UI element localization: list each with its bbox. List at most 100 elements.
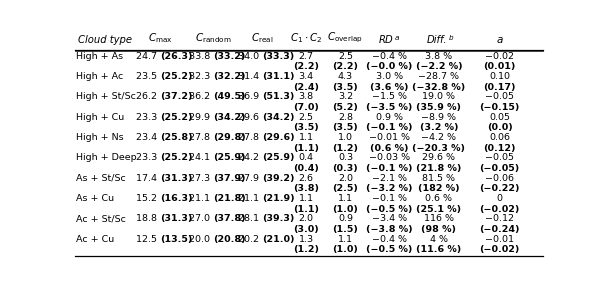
Text: 0.9: 0.9 bbox=[338, 214, 353, 224]
Text: (21.0): (21.0) bbox=[262, 235, 295, 244]
Text: (25.2): (25.2) bbox=[160, 153, 193, 162]
Text: 2.5: 2.5 bbox=[338, 52, 353, 61]
Text: (13.5): (13.5) bbox=[160, 235, 193, 244]
Text: 20.0: 20.0 bbox=[189, 235, 213, 244]
Text: (1.1): (1.1) bbox=[293, 205, 319, 214]
Text: 32.3: 32.3 bbox=[189, 72, 213, 81]
Text: 1.1: 1.1 bbox=[338, 194, 353, 203]
Text: (1.1): (1.1) bbox=[293, 144, 319, 153]
Text: (21.9): (21.9) bbox=[262, 194, 295, 203]
Text: (29.8): (29.8) bbox=[213, 133, 246, 142]
Text: −0.05: −0.05 bbox=[485, 153, 514, 162]
Text: 0.05: 0.05 bbox=[489, 113, 510, 122]
Text: (−2.2 %): (−2.2 %) bbox=[415, 62, 463, 71]
Text: (0.12): (0.12) bbox=[484, 144, 516, 153]
Text: $a$: $a$ bbox=[496, 35, 504, 45]
Text: (−3.8 %): (−3.8 %) bbox=[366, 225, 412, 234]
Text: (51.3): (51.3) bbox=[262, 92, 295, 101]
Text: As + Cu: As + Cu bbox=[77, 194, 115, 203]
Text: 17.4: 17.4 bbox=[136, 174, 160, 183]
Text: 0.3: 0.3 bbox=[338, 153, 353, 162]
Text: 2.5: 2.5 bbox=[298, 113, 314, 122]
Text: (−0.02): (−0.02) bbox=[479, 205, 520, 214]
Text: 3.2: 3.2 bbox=[338, 92, 353, 101]
Text: (25.9): (25.9) bbox=[262, 153, 295, 162]
Text: As + St/Sc: As + St/Sc bbox=[77, 174, 126, 183]
Text: 21.1: 21.1 bbox=[189, 194, 213, 203]
Text: Cloud type: Cloud type bbox=[78, 35, 132, 45]
Text: (31.3): (31.3) bbox=[160, 174, 193, 183]
Text: (0.3): (0.3) bbox=[333, 164, 358, 173]
Text: −0.4 %: −0.4 % bbox=[372, 52, 407, 61]
Text: (0.6 %): (0.6 %) bbox=[370, 144, 409, 153]
Text: (−3.2 %): (−3.2 %) bbox=[366, 184, 412, 193]
Text: 24.2: 24.2 bbox=[238, 153, 262, 162]
Text: 27.3: 27.3 bbox=[189, 174, 213, 183]
Text: (3.2 %): (3.2 %) bbox=[420, 123, 458, 132]
Text: (49.5): (49.5) bbox=[213, 92, 246, 101]
Text: RD: RD bbox=[378, 35, 393, 45]
Text: (31.3): (31.3) bbox=[160, 214, 193, 224]
Text: Diff.: Diff. bbox=[426, 35, 447, 45]
Text: High + St/Sc: High + St/Sc bbox=[77, 92, 136, 101]
Text: (25.8): (25.8) bbox=[160, 133, 193, 142]
Text: (34.2): (34.2) bbox=[262, 113, 295, 122]
Text: 27.8: 27.8 bbox=[238, 133, 262, 142]
Text: (3.5): (3.5) bbox=[293, 123, 319, 132]
Text: (3.0): (3.0) bbox=[293, 225, 319, 234]
Text: 2.6: 2.6 bbox=[298, 174, 314, 183]
Text: (−0.1 %): (−0.1 %) bbox=[366, 164, 412, 173]
Text: (−32.8 %): (−32.8 %) bbox=[412, 83, 466, 91]
Text: 28.1: 28.1 bbox=[238, 214, 262, 224]
Text: 29.9: 29.9 bbox=[189, 113, 213, 122]
Text: (2.4): (2.4) bbox=[293, 83, 319, 91]
Text: High + As: High + As bbox=[77, 52, 124, 61]
Text: 26.2: 26.2 bbox=[136, 92, 160, 101]
Text: (33.3): (33.3) bbox=[262, 52, 294, 61]
Text: (0.01): (0.01) bbox=[484, 62, 516, 71]
Text: 4 %: 4 % bbox=[430, 235, 448, 244]
Text: High + Ac: High + Ac bbox=[77, 72, 124, 81]
Text: (2.5): (2.5) bbox=[332, 184, 358, 193]
Text: 0.4: 0.4 bbox=[298, 153, 314, 162]
Text: −8.9 %: −8.9 % bbox=[421, 113, 456, 122]
Text: (21.8): (21.8) bbox=[213, 194, 246, 203]
Text: (98 %): (98 %) bbox=[421, 225, 456, 234]
Text: −0.03 %: −0.03 % bbox=[369, 153, 410, 162]
Text: 0.06: 0.06 bbox=[489, 133, 510, 142]
Text: $C_\mathrm{real}$: $C_\mathrm{real}$ bbox=[251, 32, 274, 45]
Text: 36.2: 36.2 bbox=[189, 92, 213, 101]
Text: 24.1: 24.1 bbox=[189, 153, 213, 162]
Text: 4.3: 4.3 bbox=[338, 72, 353, 81]
Text: $C_1 \cdot C_2$: $C_1 \cdot C_2$ bbox=[290, 32, 323, 45]
Text: Ac + Cu: Ac + Cu bbox=[77, 235, 115, 244]
Text: −0.12: −0.12 bbox=[485, 214, 514, 224]
Text: (1.2): (1.2) bbox=[293, 245, 319, 254]
Text: 3.8 %: 3.8 % bbox=[425, 52, 452, 61]
Text: High + Cu: High + Cu bbox=[77, 113, 125, 122]
Text: −4.2 %: −4.2 % bbox=[421, 133, 456, 142]
Text: 3.0 %: 3.0 % bbox=[376, 72, 403, 81]
Text: (20.8): (20.8) bbox=[213, 235, 246, 244]
Text: 3.4: 3.4 bbox=[298, 72, 314, 81]
Text: (1.5): (1.5) bbox=[332, 225, 358, 234]
Text: 20.2: 20.2 bbox=[238, 235, 262, 244]
Text: −0.01: −0.01 bbox=[485, 235, 514, 244]
Text: (−0.5 %): (−0.5 %) bbox=[366, 205, 412, 214]
Text: (37.8): (37.8) bbox=[213, 214, 246, 224]
Text: 1.3: 1.3 bbox=[298, 235, 314, 244]
Text: −0.1 %: −0.1 % bbox=[372, 194, 407, 203]
Text: 29.6: 29.6 bbox=[238, 113, 262, 122]
Text: (29.6): (29.6) bbox=[262, 133, 295, 142]
Text: 34.0: 34.0 bbox=[238, 52, 262, 61]
Text: (−0.1 %): (−0.1 %) bbox=[366, 123, 412, 132]
Text: 0.9 %: 0.9 % bbox=[376, 113, 403, 122]
Text: (−0.0 %): (−0.0 %) bbox=[366, 62, 412, 71]
Text: $C_\mathrm{max}$: $C_\mathrm{max}$ bbox=[148, 32, 173, 45]
Text: 1.1: 1.1 bbox=[298, 133, 314, 142]
Text: High + Deep: High + Deep bbox=[77, 153, 137, 162]
Text: 2.0: 2.0 bbox=[298, 214, 314, 224]
Text: 1.0: 1.0 bbox=[338, 133, 353, 142]
Text: −0.06: −0.06 bbox=[485, 174, 514, 183]
Text: 116 %: 116 % bbox=[424, 214, 454, 224]
